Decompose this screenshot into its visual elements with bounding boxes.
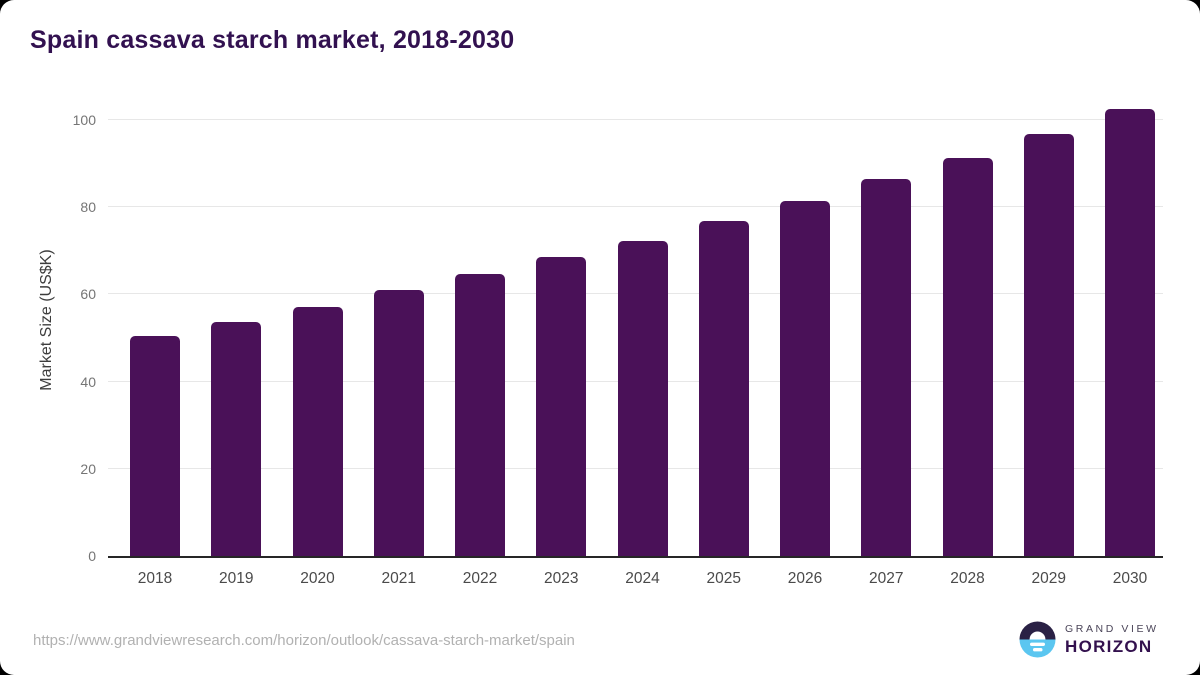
y-tick-label: 40 (80, 373, 96, 390)
x-tick-label: 2019 (219, 570, 254, 587)
x-tick-label: 2024 (625, 570, 660, 587)
y-tick-label: 60 (80, 286, 96, 303)
bar (292, 306, 343, 556)
logo-wordmark: GRAND VIEW HORIZON (1065, 623, 1159, 657)
x-tick-label: 2020 (300, 570, 335, 587)
y-tick-label: 20 (80, 460, 96, 477)
bar (1023, 134, 1074, 556)
x-tick-label: 2030 (1112, 570, 1148, 587)
x-tick-label: 2026 (787, 570, 823, 587)
bar (536, 256, 587, 556)
y-tick-label: 100 (72, 112, 96, 128)
x-tick-label: 2018 (137, 570, 173, 587)
bar (698, 220, 749, 556)
bar (211, 321, 262, 556)
source-url: https://www.grandviewresearch.com/horizo… (33, 632, 575, 649)
plot-area: 0 20 40 60 80 100 2018 2019 2020 2021 2022 2023 2024… (73, 98, 1163, 587)
logo-brand-top: GRAND VIEW (1065, 622, 1159, 635)
gridline (108, 206, 1163, 208)
x-tick-label: 2022 (462, 570, 498, 587)
bar (780, 200, 830, 556)
x-tick-label: 2025 (706, 570, 741, 587)
grandview-horizon-logo: GRAND VIEW HORIZON (1019, 621, 1159, 658)
bar (942, 157, 993, 556)
y-tick-label: 0 (88, 548, 96, 564)
bar (617, 240, 668, 556)
gridline (108, 119, 1163, 120)
bar (373, 290, 424, 556)
y-tick-label: 80 (80, 199, 96, 216)
x-tick-label: 2023 (544, 570, 579, 587)
x-tick-label: 2028 (950, 570, 985, 587)
x-tick-label: 2027 (869, 570, 904, 587)
bar (861, 179, 912, 556)
x-tick-label: 2021 (381, 570, 416, 587)
bar (455, 274, 505, 556)
logo-brand-bottom: HORIZON (1065, 636, 1153, 656)
chart-title: Spain cassava starch market, 2018-2030 (30, 26, 515, 54)
horizon-sun-icon (1019, 621, 1056, 658)
x-tick-label: 2029 (1031, 570, 1066, 587)
y-axis-label: Market Size (US$K) (38, 249, 55, 391)
bar (1105, 108, 1155, 556)
bar (130, 336, 180, 556)
